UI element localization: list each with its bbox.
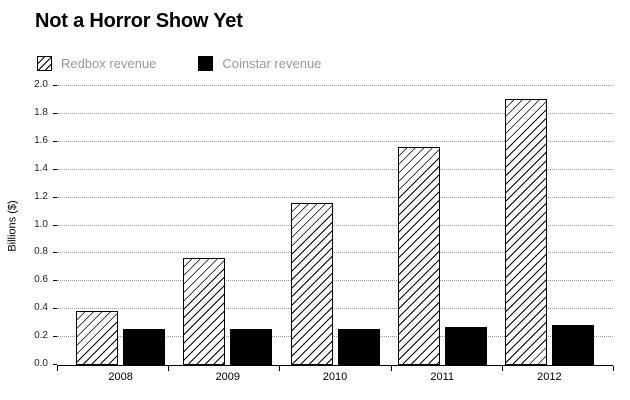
y-tick-label-1.2: 1.2	[34, 190, 48, 202]
bar-coinstar-2012	[551, 324, 594, 365]
redbox-swatch-icon	[37, 56, 52, 71]
gridline-1.0	[57, 224, 613, 226]
y-tick-mark-0.2	[53, 336, 57, 338]
bar-group-2011	[389, 86, 496, 365]
legend-item-coinstar: Coinstar revenue	[198, 56, 321, 71]
y-tick-mark-0.8	[53, 252, 57, 254]
y-tick-label-1.6: 1.6	[34, 134, 48, 146]
legend: Redbox revenue Coinstar revenue	[37, 56, 321, 71]
plot-area	[53, 85, 614, 371]
bars-layer	[57, 86, 613, 365]
gridline-1.8	[57, 112, 613, 114]
bar-group-2010	[281, 86, 388, 365]
bar-redbox-2008	[76, 310, 119, 365]
chart-title: Not a Horror Show Yet	[35, 10, 243, 32]
gridline-0.2	[57, 336, 613, 338]
coinstar-swatch-icon	[198, 56, 214, 71]
bar-coinstar-2010	[337, 328, 380, 365]
x-tick-label-2008: 2008	[108, 371, 133, 383]
y-tick-label-0.4: 0.4	[34, 302, 48, 314]
x-tick-label-2010: 2010	[322, 371, 348, 383]
legend-item-redbox: Redbox revenue	[37, 56, 156, 71]
y-tick-mark-0.6	[53, 280, 57, 282]
legend-label-coinstar: Coinstar revenue	[222, 56, 322, 71]
gridline-1.6	[57, 140, 613, 142]
y-tick-mark-2.0	[53, 85, 57, 86]
x-tick-mark	[390, 366, 392, 371]
bar-redbox-2009	[183, 257, 226, 365]
x-tick-mark	[279, 366, 281, 371]
y-tick-label-0.8: 0.8	[34, 246, 48, 258]
y-axis-tick-labels: 0.0 0.2 0.4 0.6 0.8 1.0 1.2 1.4 1.6 1.8 2.0	[22, 79, 52, 369]
y-tick-mark-1.8	[53, 112, 57, 114]
y-tick-label-1.4: 1.4	[34, 162, 48, 174]
y-tick-label-1.8: 1.8	[34, 106, 48, 118]
y-tick-mark-1.0	[53, 224, 57, 226]
y-tick-mark-1.6	[53, 140, 57, 142]
x-tick-mark	[168, 366, 170, 371]
y-tick-mark-1.2	[53, 196, 57, 198]
bar-group-2012	[496, 86, 603, 365]
gridline-1.2	[57, 196, 613, 198]
bar-redbox-2011	[397, 147, 440, 365]
legend-label-redbox: Redbox revenue	[61, 56, 157, 71]
y-tick-label-2.0: 2.0	[34, 79, 48, 90]
bar-group-2008	[67, 86, 174, 365]
gridline-0.4	[57, 308, 613, 310]
x-tick-mark	[501, 366, 503, 371]
y-tick-mark-0.4	[53, 308, 57, 310]
bar-coinstar-2009	[230, 328, 273, 365]
y-tick-label-0.0: 0.0	[34, 358, 48, 369]
bar-redbox-2010	[290, 203, 333, 365]
x-axis-tick-labels: 2008 2009 2010 2011 2012	[57, 371, 613, 383]
gridline-0.8	[57, 252, 613, 254]
bar-group-2009	[174, 86, 281, 365]
y-tick-label-0.6: 0.6	[34, 274, 48, 286]
gridline-0.6	[57, 280, 613, 282]
y-tick-mark-0.0	[53, 364, 57, 365]
bar-redbox-2012	[504, 98, 547, 365]
x-tick-label-2011: 2011	[430, 371, 455, 383]
y-tick-label-1.0: 1.0	[34, 218, 48, 230]
x-tick-label-2012: 2012	[537, 371, 562, 383]
bar-coinstar-2008	[123, 328, 166, 365]
y-tick-label-0.2: 0.2	[34, 330, 48, 342]
x-tick-mark	[57, 366, 58, 371]
gridline-1.4	[57, 168, 613, 170]
x-tick-label-2009: 2009	[215, 371, 241, 383]
gridline-2.0	[57, 85, 613, 86]
x-tick-mark	[613, 366, 614, 371]
y-tick-mark-1.4	[53, 168, 57, 170]
bar-coinstar-2011	[444, 327, 487, 365]
